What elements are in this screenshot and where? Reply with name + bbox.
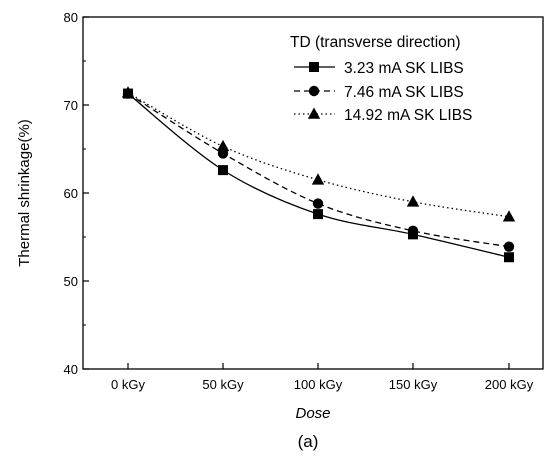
- x-tick-label: 100 kGy: [294, 377, 343, 392]
- legend-label: 14.92 mA SK LIBS: [344, 107, 472, 124]
- data-point-triangle: [217, 140, 229, 151]
- data-point-square: [218, 165, 228, 175]
- legend-label: 7.46 mA SK LIBS: [344, 84, 464, 101]
- y-tick-label: 80: [64, 10, 78, 25]
- y-axis-title: Thermal shrinkage(%): [16, 119, 33, 267]
- legend-marker-triangle: [308, 108, 320, 119]
- y-tick-label: 50: [64, 274, 78, 289]
- data-point-triangle: [407, 195, 419, 206]
- legend-marker-circle: [309, 86, 319, 96]
- legend-title: TD (transverse direction): [290, 34, 461, 51]
- data-point-square: [313, 209, 323, 219]
- x-axis-ticks: 0 kGy 50 kGy 100 kGy 150 kGy 200 kGy: [111, 363, 534, 392]
- data-point-triangle: [312, 173, 324, 184]
- data-point-square: [504, 252, 514, 262]
- y-tick-label: 40: [64, 362, 78, 377]
- x-tick-label: 150 kGy: [389, 377, 438, 392]
- legend-label: 3.23 mA SK LIBS: [344, 60, 464, 77]
- x-tick-label: 200 kGy: [485, 377, 534, 392]
- data-point-circle: [313, 198, 323, 208]
- y-tick-label: 70: [64, 98, 78, 113]
- legend-marker-square: [309, 62, 319, 72]
- x-axis-title: Dose: [295, 405, 330, 422]
- data-point-circle: [408, 226, 418, 236]
- y-tick-label: 60: [64, 186, 78, 201]
- figure-caption: (a): [298, 432, 319, 451]
- y-axis-ticks: 40 50 60 70 80: [64, 10, 89, 377]
- x-tick-label: 0 kGy: [111, 377, 145, 392]
- x-tick-label: 50 kGy: [202, 377, 244, 392]
- data-point-triangle: [503, 210, 515, 221]
- legend: TD (transverse direction) 3.23 mA SK LIB…: [290, 34, 472, 124]
- data-point-circle: [504, 241, 514, 251]
